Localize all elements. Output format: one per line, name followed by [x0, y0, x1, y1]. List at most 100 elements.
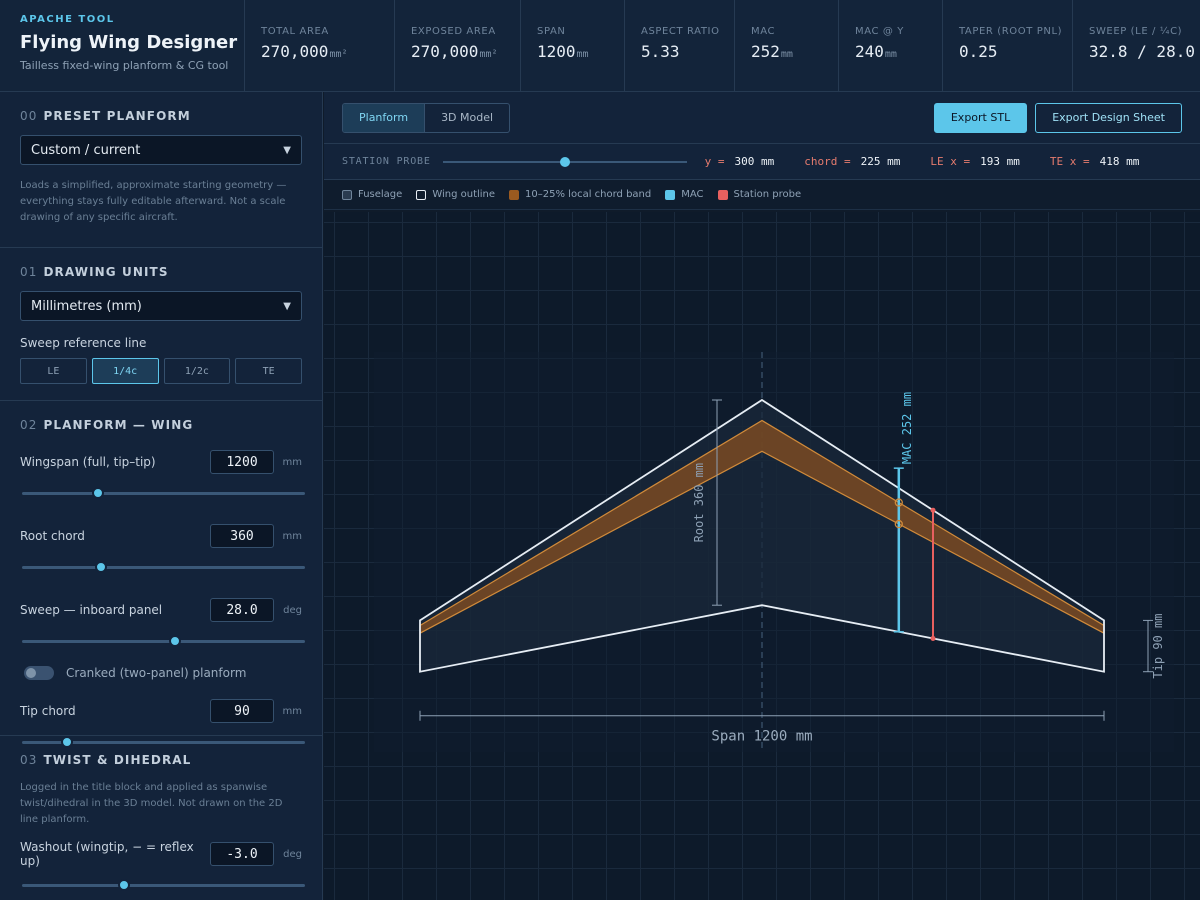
legend-label: 10–25% local chord band: [525, 189, 652, 200]
stat-value: 252: [751, 42, 780, 61]
legend-swatch: [717, 189, 728, 200]
sweep-row: Sweep — inboard panel 28.0 deg: [20, 598, 302, 622]
slider-track: [22, 884, 305, 887]
sweep-ref-le-button[interactable]: LE: [20, 358, 87, 384]
readout-key: chord =: [804, 155, 851, 168]
slider-thumb[interactable]: [168, 635, 181, 647]
stat-unit: mm²: [329, 49, 348, 60]
toolbar: Planform 3D Model Export STL Export Desi…: [324, 92, 1200, 144]
tab-planform[interactable]: Planform: [343, 103, 426, 132]
stat-taper: TAPER (ROOT PNL) 0.25: [943, 0, 1073, 91]
legend-fuselage: Fuselage: [342, 189, 402, 200]
tip-chord-label: Tip chord: [20, 704, 76, 718]
legend-label: Station probe: [733, 189, 802, 200]
washout-slider[interactable]: [22, 878, 305, 892]
sweep-ref-quarter-chord-button[interactable]: 1/4c: [91, 358, 159, 384]
tip-chord-row: Tip chord 90 mm: [20, 699, 302, 723]
units-select[interactable]: Millimetres (mm) ▼: [20, 291, 302, 321]
planform-canvas[interactable]: Root 360 mm MAC 252 mm Tip 90 mm Span 12…: [324, 212, 1200, 900]
stat-value: 240: [855, 42, 884, 61]
cranked-label: Cranked (two-panel) planform: [66, 666, 247, 680]
section-number: 00: [20, 109, 38, 123]
section-number: 01: [20, 265, 38, 279]
slider-thumb[interactable]: [559, 156, 570, 167]
slider-thumb[interactable]: [117, 879, 130, 891]
stat-span: SPAN 1200mm: [521, 0, 625, 91]
sweep-label: Sweep — inboard panel: [20, 603, 163, 617]
cranked-toggle[interactable]: [24, 666, 54, 680]
slider-track: [22, 640, 305, 643]
readout-value: 193 mm: [980, 155, 1020, 168]
stat-aspect-ratio: ASPECT RATIO 5.33: [625, 0, 735, 91]
preset-select[interactable]: Custom / current ▼: [20, 135, 302, 165]
legend-chord-band: 10–25% local chord band: [509, 189, 651, 200]
preset-select-value: Custom / current: [31, 142, 141, 158]
probe-slider[interactable]: [442, 156, 687, 168]
stat-value: 0.25: [959, 42, 998, 61]
tip-chord-input[interactable]: 90: [210, 699, 274, 723]
brand-block: APACHE TOOL Flying Wing Designer Tailles…: [0, 0, 245, 91]
quarter-chord-marker: [894, 519, 903, 529]
readout-key: TE x =: [1049, 155, 1090, 168]
section-title: TWIST & DIHEDRAL: [43, 753, 192, 767]
tab-3d-model[interactable]: 3D Model: [441, 111, 494, 124]
sweep-ref-te-button[interactable]: TE: [235, 358, 302, 384]
slider-thumb[interactable]: [92, 487, 105, 499]
stat-exposed-area: EXPOSED AREA 270,000mm²: [395, 0, 521, 91]
wingspan-slider[interactable]: [22, 486, 305, 500]
sweep-slider[interactable]: [22, 634, 305, 648]
chevron-down-icon: ▼: [283, 300, 291, 312]
root-chord-input[interactable]: 360: [210, 524, 274, 548]
washout-input[interactable]: -3.0: [210, 842, 274, 866]
station-probe-bar: STATION PROBE y = 300 mm chord = 225 mm LE…: [324, 144, 1200, 180]
units-select-value: Millimetres (mm): [31, 298, 142, 314]
drawing-legend: Fuselage Wing outline 10–25% local chord…: [324, 180, 1200, 210]
root-chord-label: Root chord: [20, 529, 85, 543]
root-chord-row: Root chord 360 mm: [20, 524, 302, 548]
section-title: PRESET PLANFORM: [43, 109, 191, 123]
stat-unit: mm: [780, 49, 793, 60]
stat-value: 32.8 / 28.0: [1089, 42, 1195, 61]
readout-value: 418 mm: [1099, 155, 1140, 168]
section-title: DRAWING UNITS: [43, 265, 169, 279]
stat-label: MAC: [751, 26, 776, 37]
tip-chord-slider[interactable]: [22, 735, 305, 749]
export-design-sheet-button[interactable]: Export Design Sheet: [1035, 102, 1182, 133]
wingspan-input[interactable]: 1200: [210, 450, 274, 474]
main-panel: Planform 3D Model Export STL Export Desi…: [324, 92, 1200, 900]
wing-outline[interactable]: [419, 398, 1105, 673]
sweep-ref-half-chord-button[interactable]: 1/2c: [163, 358, 231, 384]
mac-label: MAC 252 mm: [900, 392, 914, 464]
unit-label: mm: [282, 456, 302, 468]
section-number: 03: [20, 753, 38, 767]
root-chord-slider[interactable]: [22, 560, 305, 574]
stat-label: TAPER (ROOT PNL): [959, 26, 1063, 37]
legend-label: Fuselage: [358, 189, 403, 200]
probe-readout-chord: chord = 225 mm: [804, 155, 900, 168]
probe-endpoint: [930, 507, 936, 513]
stat-value: 1200: [537, 42, 576, 61]
section-wing: 02 PLANFORM — WING Wingspan (full, tip–ti…: [0, 401, 322, 748]
slider-thumb[interactable]: [61, 736, 74, 748]
stat-value: 5.33: [641, 42, 680, 61]
probe-readout-le-x: LE x = 193 mm: [930, 155, 1020, 168]
probe-endpoint: [930, 635, 936, 641]
legend-mac: MAC: [665, 189, 704, 200]
section-preset: 00 PRESET PLANFORM Custom / current ▼ Loa…: [0, 92, 322, 248]
slider-track: [22, 566, 305, 569]
export-stl-button[interactable]: Export STL: [933, 102, 1028, 133]
quarter-chord-marker: [894, 498, 903, 507]
sweep-ref-label: Sweep reference line: [20, 336, 147, 350]
stat-unit: mm: [576, 49, 589, 60]
stat-label: ASPECT RATIO: [641, 26, 720, 37]
app-title: Flying Wing Designer: [20, 32, 238, 53]
readout-value: 300 mm: [734, 155, 775, 168]
slider-track: [22, 492, 305, 495]
wingspan-row: Wingspan (full, tip–tip) 1200 mm: [20, 450, 302, 474]
stat-unit: mm: [884, 49, 897, 60]
unit-label: deg: [283, 848, 302, 860]
slider-thumb[interactable]: [95, 561, 108, 573]
stat-label: TOTAL AREA: [261, 26, 329, 37]
sweep-input[interactable]: 28.0: [210, 598, 274, 622]
probe-readout-te-x: TE x = 418 mm: [1050, 155, 1140, 168]
